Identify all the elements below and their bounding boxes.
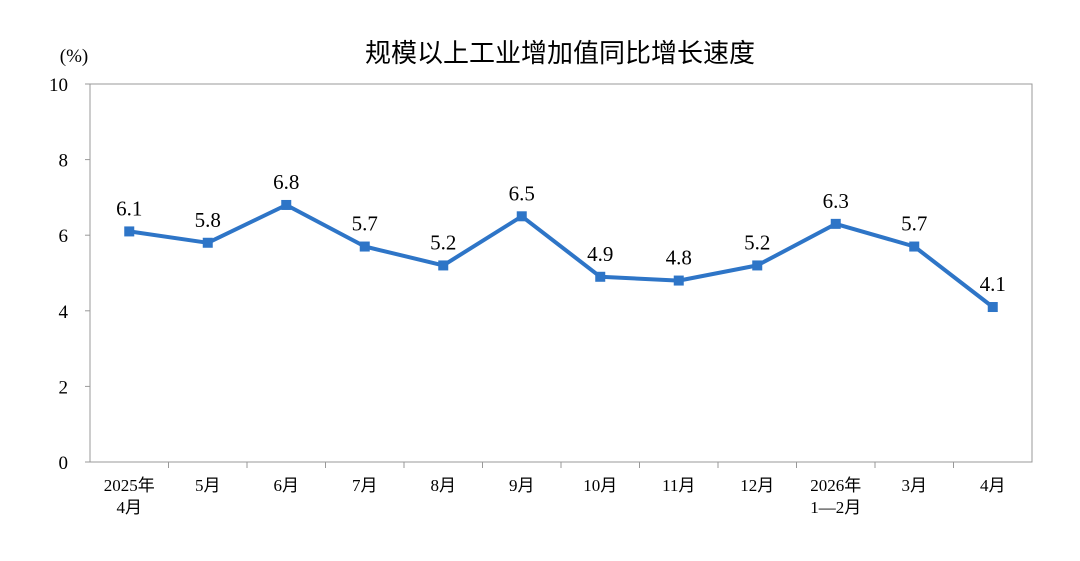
y-tick-label: 10 bbox=[49, 75, 68, 96]
y-axis-unit: (%) bbox=[60, 46, 88, 67]
data-point bbox=[359, 241, 370, 252]
data-label: 6.8 bbox=[273, 170, 299, 194]
y-tick-label: 0 bbox=[59, 453, 69, 474]
data-label: 5.2 bbox=[744, 230, 770, 254]
data-point bbox=[202, 237, 213, 248]
x-tick-label: 4月 bbox=[980, 476, 1006, 495]
data-point bbox=[595, 271, 606, 282]
x-axis: 2025年 4月 5月 6月 7月 8月 9月 10月 11月 12月 2026年 1—2月 3月 4月 bbox=[104, 462, 1006, 517]
y-tick-label: 4 bbox=[59, 302, 69, 323]
x-tick-label: 6月 bbox=[274, 476, 300, 495]
y-tick-label: 2 bbox=[59, 377, 69, 398]
data-point bbox=[752, 260, 763, 271]
data-label: 6.5 bbox=[509, 181, 535, 205]
data-label: 6.3 bbox=[823, 189, 849, 213]
series-layer: 6.1 5.8 6.8 5.7 5.2 6.5 4.9 4.8 5.2 6.3 5.7 4.1 bbox=[116, 170, 1006, 313]
y-tick-label: 6 bbox=[59, 226, 69, 247]
x-tick-label: 12月 bbox=[740, 476, 774, 495]
x-tick-label: 3月 bbox=[902, 476, 928, 495]
data-label: 4.1 bbox=[980, 272, 1006, 296]
data-point bbox=[830, 218, 841, 229]
plot-frame bbox=[89, 83, 1033, 463]
chart-title: 规模以上工业增加值同比增长速度 bbox=[365, 39, 755, 69]
data-label: 4.9 bbox=[587, 242, 613, 266]
data-point bbox=[438, 260, 449, 271]
series-line bbox=[129, 203, 995, 309]
x-tick-label: 11月 bbox=[662, 476, 695, 495]
data-label: 4.8 bbox=[666, 246, 692, 270]
y-axis: 0 2 4 6 8 10 bbox=[49, 75, 90, 474]
data-point bbox=[124, 226, 135, 237]
x-tick-label: 10月 bbox=[583, 476, 617, 495]
data-point bbox=[909, 241, 920, 252]
x-tick-label: 5月 bbox=[195, 476, 221, 495]
data-label: 5.7 bbox=[352, 212, 378, 236]
data-point bbox=[281, 199, 292, 210]
data-point bbox=[673, 275, 684, 286]
data-label: 5.8 bbox=[195, 208, 221, 232]
data-label: 5.2 bbox=[430, 230, 456, 254]
x-tick-label: 2026年 1—2月 bbox=[810, 476, 861, 517]
x-tick-label: 2025年 4月 bbox=[104, 476, 155, 517]
data-label: 6.1 bbox=[116, 196, 142, 220]
data-point bbox=[987, 302, 998, 313]
x-tick-label: 9月 bbox=[509, 476, 535, 495]
data-point bbox=[516, 211, 527, 222]
y-tick-label: 8 bbox=[59, 151, 69, 172]
x-tick-label: 8月 bbox=[431, 476, 457, 495]
data-label: 5.7 bbox=[901, 212, 927, 236]
x-tick-label: 7月 bbox=[352, 476, 378, 495]
